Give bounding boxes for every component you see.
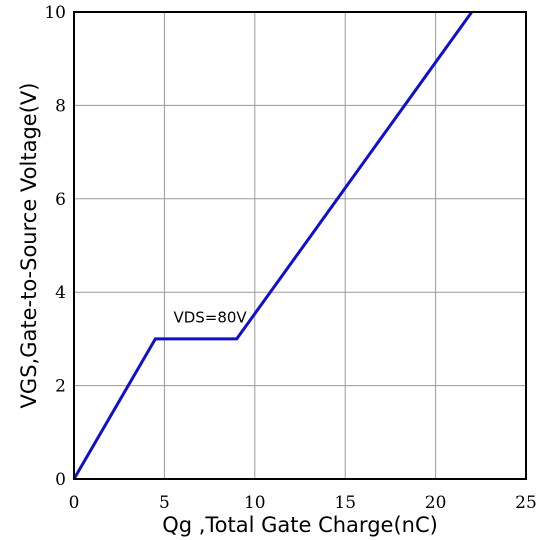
x-tick-label: 5 [159, 493, 170, 513]
y-tick-label: 6 [55, 190, 66, 210]
y-axis-label: VGS,Gate-to-Source Voltage(V) [17, 83, 41, 409]
annotations: VDS=80V [173, 309, 247, 327]
series-line [72, 11, 473, 480]
annotation-label: VDS=80V [173, 309, 247, 327]
x-tick-labels: 0 5 10 15 20 25 [69, 493, 537, 513]
x-tick-label: 10 [244, 493, 266, 513]
y-tick-label: 10 [44, 3, 66, 23]
x-tick-label: 20 [425, 493, 447, 513]
y-tick-labels: 0 2 4 6 8 10 [44, 3, 66, 490]
plot-frame [73, 11, 527, 480]
x-tick-label: 25 [515, 493, 537, 513]
y-tick-label: 4 [55, 283, 66, 303]
x-tick-label: 0 [69, 493, 80, 513]
series-layer [72, 11, 473, 480]
y-tick-label: 8 [55, 96, 66, 116]
x-tick-label: 15 [334, 493, 356, 513]
x-axis-label: Qg ,Total Gate Charge(nC) [162, 513, 438, 537]
y-tick-label: 0 [55, 470, 66, 490]
grid [74, 12, 526, 479]
y-tick-label: 2 [55, 377, 66, 397]
